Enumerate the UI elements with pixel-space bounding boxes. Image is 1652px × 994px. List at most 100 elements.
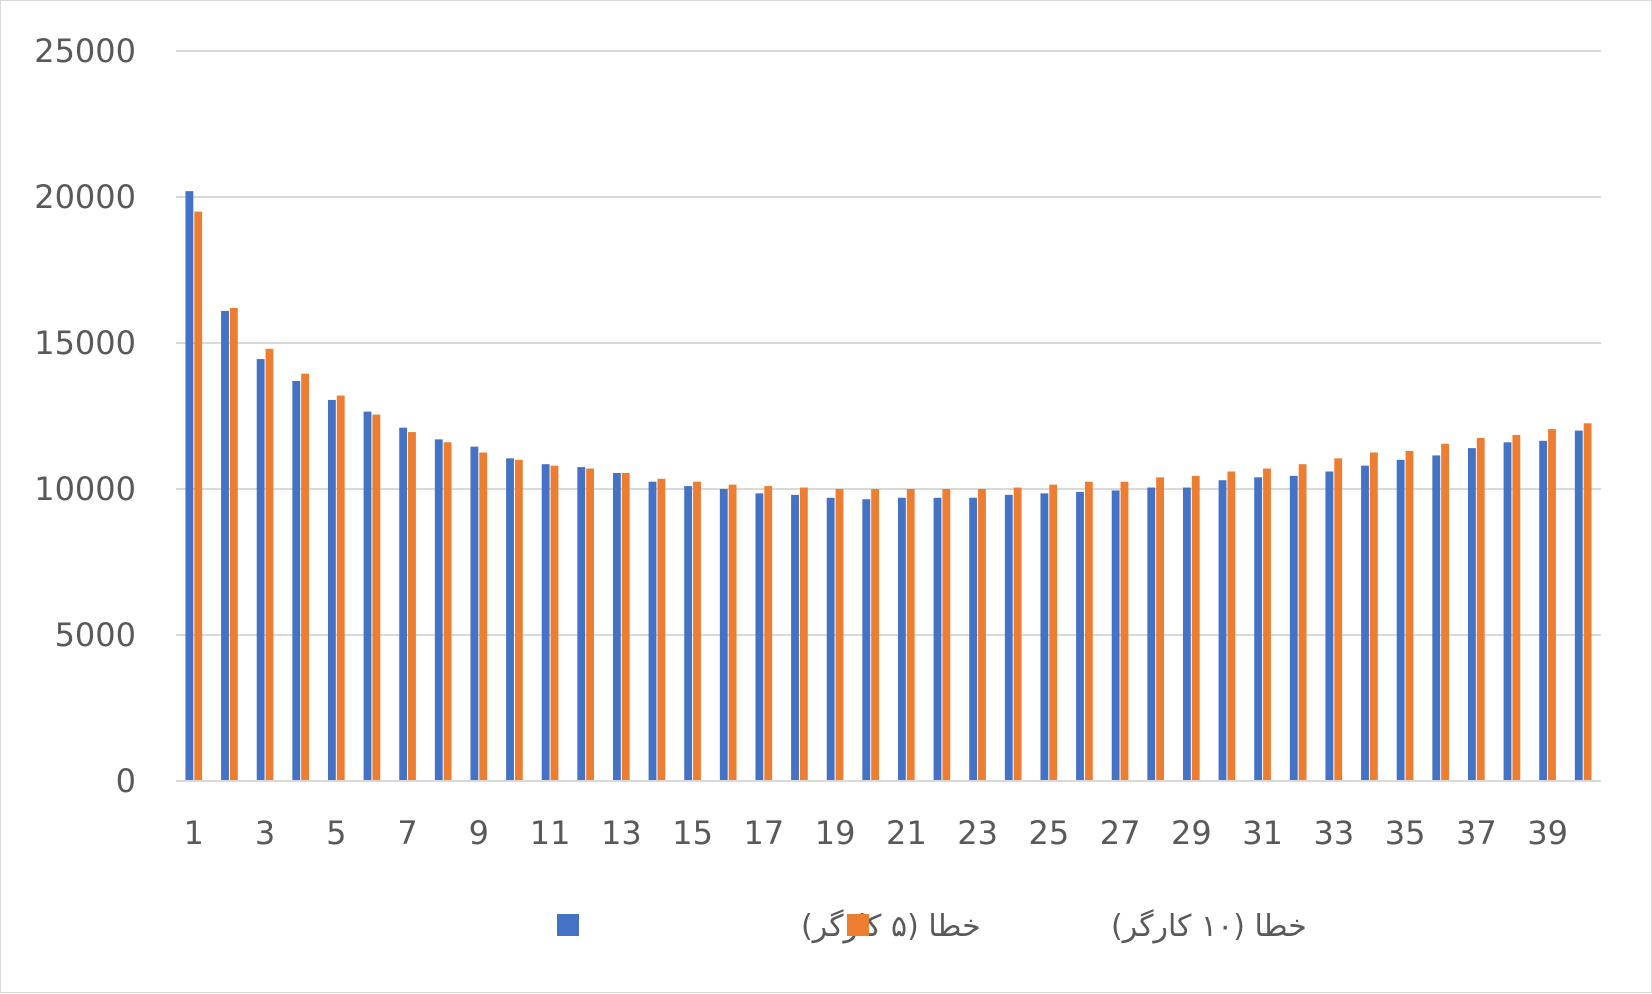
x-tick-label: 1 [184,814,204,852]
bar-series-1-cat-17 [755,493,764,781]
x-tick-label: 33 [1313,814,1354,852]
legend-item-series-1: خطا (۵ کارگر) [557,909,981,944]
x-tick-label: 37 [1456,814,1497,852]
x-tick-label: 23 [957,814,998,852]
bar-series-1-cat-3 [256,359,265,781]
bar-series-1-cat-37 [1467,448,1476,781]
x-tick-label: 13 [601,814,642,852]
x-tick-label: 21 [886,814,927,852]
bar-series-1-cat-1 [185,191,194,781]
bar-series-1-cat-16 [719,489,728,781]
x-tick-label: 27 [1100,814,1141,852]
bar-series-1-cat-29 [1182,487,1191,781]
x-tick-label: 29 [1171,814,1212,852]
bar-series-1-cat-36 [1432,455,1441,781]
bar-series-1-cat-28 [1147,487,1156,781]
y-tick-label: 15000 [34,324,136,362]
x-tick-label: 35 [1385,814,1426,852]
legend-swatch [847,914,869,936]
bar-series-1-cat-31 [1254,477,1263,781]
bar-series-1-cat-19 [826,497,835,781]
bar-series-2-cat-18 [799,487,808,781]
y-tick-label: 5000 [55,616,136,654]
bar-series-2-cat-20 [871,489,880,781]
bar-series-1-cat-12 [577,467,586,781]
bar-series-2-cat-24 [1013,487,1022,781]
bar-series-1-cat-10 [506,458,514,781]
bar-series-1-cat-30 [1218,480,1227,781]
bar-series-2-cat-8 [443,442,452,781]
x-tick-label: 39 [1527,814,1568,852]
bar-series-1-cat-34 [1361,465,1369,781]
bar-series-1-cat-8 [434,439,443,781]
bar-series-1-cat-21 [897,497,906,781]
bar-series-1-cat-23 [969,497,978,781]
bar-series-1-cat-9 [470,446,479,781]
x-tick-label: 7 [397,814,417,852]
bar-series-2-cat-21 [906,489,915,781]
bar-series-1-cat-39 [1539,440,1548,781]
bar-series-2-cat-19 [835,489,844,781]
bar-series-2-cat-31 [1263,468,1271,781]
bar-series-2-cat-40 [1583,423,1592,781]
bar-series-1-cat-15 [684,486,693,781]
bar-series-1-cat-2 [221,310,229,781]
bar-series-2-cat-3 [265,348,274,781]
x-tick-label: 9 [469,814,489,852]
bar-series-1-cat-40 [1574,430,1583,781]
bar-series-2-cat-11 [550,465,559,781]
bar-series-2-cat-32 [1298,464,1307,781]
bars [185,191,1592,782]
bar-series-2-cat-30 [1227,471,1236,781]
bar-series-1-cat-11 [541,464,550,781]
bar-series-2-cat-25 [1049,484,1058,781]
bar-series-1-cat-13 [612,472,621,781]
x-tick-label: 15 [672,814,713,852]
bar-series-1-cat-7 [399,427,408,781]
bar-series-2-cat-28 [1156,477,1165,781]
x-tick-label: 11 [530,814,571,852]
bar-series-2-cat-38 [1512,434,1521,781]
bar-series-1-cat-26 [1076,491,1084,781]
x-tick-label: 19 [815,814,856,852]
bar-series-2-cat-22 [942,489,951,781]
bar-series-2-cat-29 [1191,475,1200,781]
y-tick-label: 0 [116,762,136,800]
bar-series-1-cat-33 [1325,471,1334,781]
legend-item-series-2: خطا (۱۰ کارگر) [847,909,1307,944]
bar-series-2-cat-27 [1120,481,1129,781]
bar-series-1-cat-24 [1004,494,1013,781]
bar-series-2-cat-9 [479,452,488,781]
bar-series-1-cat-4 [292,380,301,781]
bar-series-2-cat-5 [336,395,345,781]
bar-series-2-cat-16 [728,484,737,781]
bar-series-2-cat-37 [1476,437,1485,781]
bar-series-2-cat-15 [693,481,701,781]
bar-series-1-cat-22 [933,497,942,781]
bar-series-1-cat-27 [1111,490,1120,781]
bar-series-1-cat-20 [862,499,871,781]
x-tick-label: 5 [326,814,346,852]
bar-series-2-cat-6 [372,414,381,781]
bar-series-2-cat-39 [1548,429,1556,781]
bar-series-2-cat-13 [621,472,630,781]
legend-label: خطا (۱۰ کارگر) [1111,909,1307,944]
x-tick-label: 3 [255,814,275,852]
bar-series-2-cat-7 [408,432,416,781]
bar-series-2-cat-14 [657,478,666,781]
y-axis-tick-labels: 0 5000 10000 15000 20000 25000 [34,32,136,800]
bar-series-1-cat-32 [1289,475,1298,781]
bar-series-2-cat-4 [301,373,310,781]
bar-series-1-cat-38 [1503,442,1512,781]
y-tick-label: 25000 [34,32,136,70]
gridlines [176,50,1601,636]
bar-series-2-cat-12 [586,468,595,781]
bar-series-2-cat-34 [1369,452,1378,781]
bar-series-2-cat-33 [1334,458,1343,781]
bar-series-2-cat-26 [1084,481,1093,781]
bar-series-1-cat-6 [363,411,372,781]
bar-series-1-cat-25 [1040,493,1049,781]
legend-swatch [557,914,579,936]
